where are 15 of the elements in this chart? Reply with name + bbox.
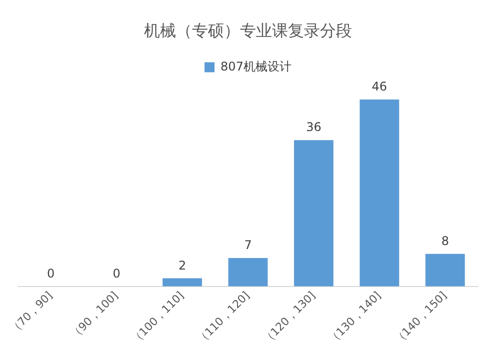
- x-tick-label: （70，90]: [7, 289, 55, 337]
- chart-title: 机械（专硕）专业课复录分段: [144, 20, 352, 40]
- data-label: 7: [244, 238, 252, 252]
- bar: [425, 254, 465, 286]
- data-label: 36: [306, 120, 322, 134]
- bar: [360, 99, 400, 286]
- data-label: 46: [372, 80, 388, 94]
- legend-label: 807机械设计: [220, 59, 292, 74]
- bar: [162, 278, 202, 286]
- bar: [294, 140, 334, 286]
- data-label: 8: [441, 234, 449, 248]
- data-label: 0: [47, 266, 55, 281]
- data-label: 2: [178, 258, 186, 272]
- bar: [228, 258, 268, 286]
- data-label: 0: [112, 266, 120, 281]
